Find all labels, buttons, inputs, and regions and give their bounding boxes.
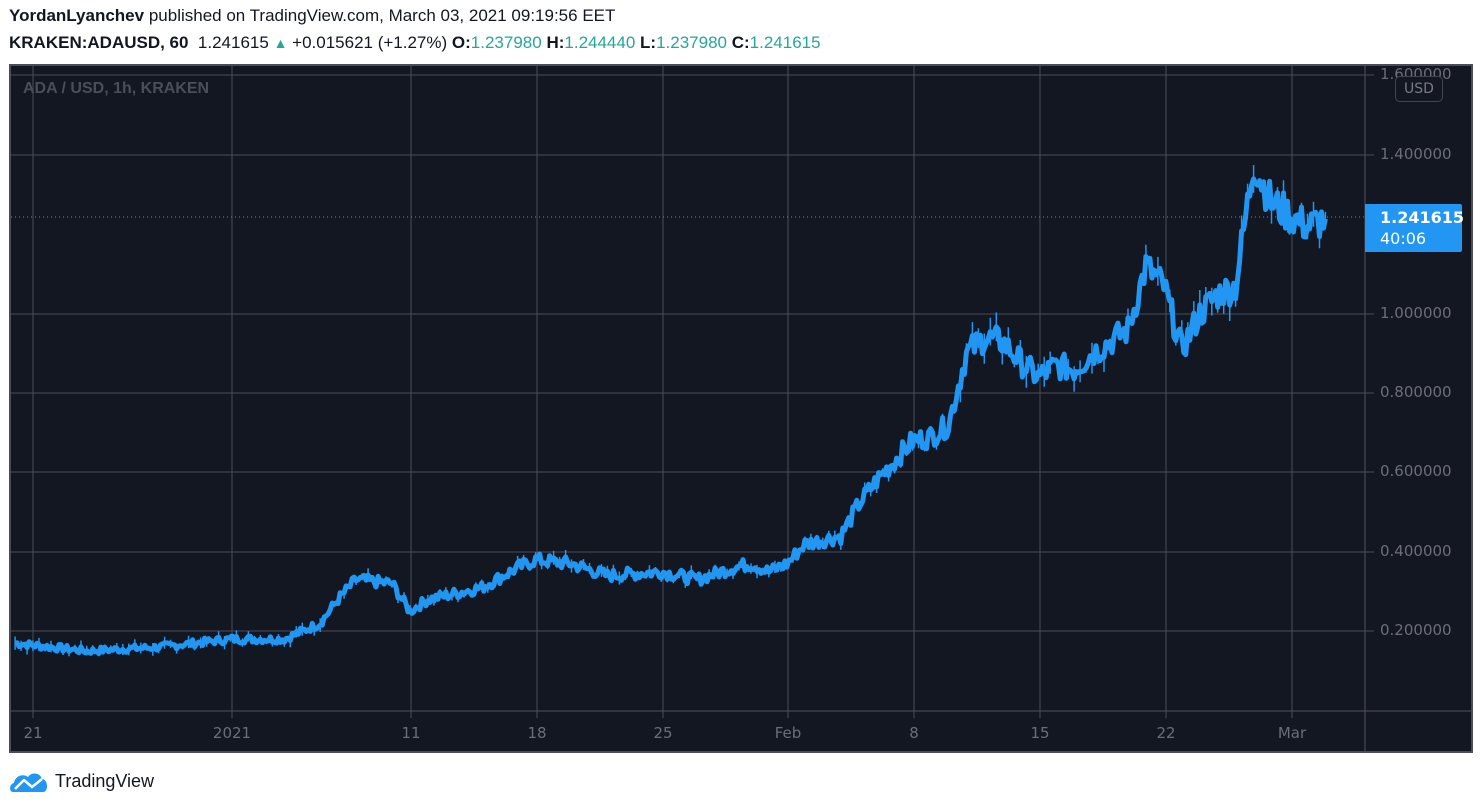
time-axis-label: 18 [527,724,547,742]
chart-legend-title: ADA / USD, 1h, KRAKEN [23,80,210,97]
symbol-label: KRAKEN:ADAUSD, 60 [9,33,189,52]
triangle-up-icon: ▲ [273,35,288,51]
time-axis-label: Feb [774,724,802,742]
last-price: 1.241615 [197,33,269,52]
time-axis-label: 8 [909,724,919,742]
time-axis-label: 15 [1030,724,1050,742]
bar-countdown: 40:06 [1380,229,1427,248]
chart-grid [11,66,1374,718]
price-line-wicks [14,165,1327,657]
price-axis-label: 0.200000 [1380,621,1452,639]
low-value: 1.237980 [656,33,727,52]
price-axis-label: 1.400000 [1380,145,1452,163]
price-tag-value: 1.241615 [1380,208,1465,227]
footer-brand[interactable]: TradingView [9,768,154,794]
price-change: +0.015621 (+1.27%) [292,33,448,52]
author-name[interactable]: YordanLyanchev [9,6,145,25]
tradingview-cloud-icon [10,773,48,792]
symbol-info-bar: KRAKEN:ADAUSD, 60 1.241615 ▲ +0.015621 (… [9,33,821,53]
time-axis-label: 11 [401,724,421,742]
time-axis-label: Mar [1277,724,1307,742]
high-value: 1.244440 [564,33,636,52]
price-axis-label: 0.600000 [1380,462,1452,480]
open-label: O: [451,33,471,52]
brand-name: TradingView [55,770,155,791]
close-label: C: [731,33,750,52]
last-price-tag: 1.241615 40:06 [1365,204,1465,252]
close-value: 1.241615 [749,33,821,52]
published-text: published on TradingView.com, March 03, … [148,6,616,25]
time-axis-label: 2021 [212,724,252,742]
price-axis-label: 0.800000 [1380,383,1452,401]
high-label: H: [546,33,565,52]
currency-badge[interactable]: USD [1395,76,1443,102]
time-axis-label: 21 [23,724,43,742]
time-axis-label: 25 [653,724,673,742]
low-label: L: [640,33,657,52]
price-axis-label: 1.000000 [1380,304,1452,322]
time-axis-label: 22 [1156,724,1176,742]
publish-info: YordanLyanchev published on TradingView.… [9,6,615,26]
open-value: 1.237980 [470,33,542,52]
price-line [14,176,1328,656]
price-axis-label: 0.400000 [1380,542,1452,560]
